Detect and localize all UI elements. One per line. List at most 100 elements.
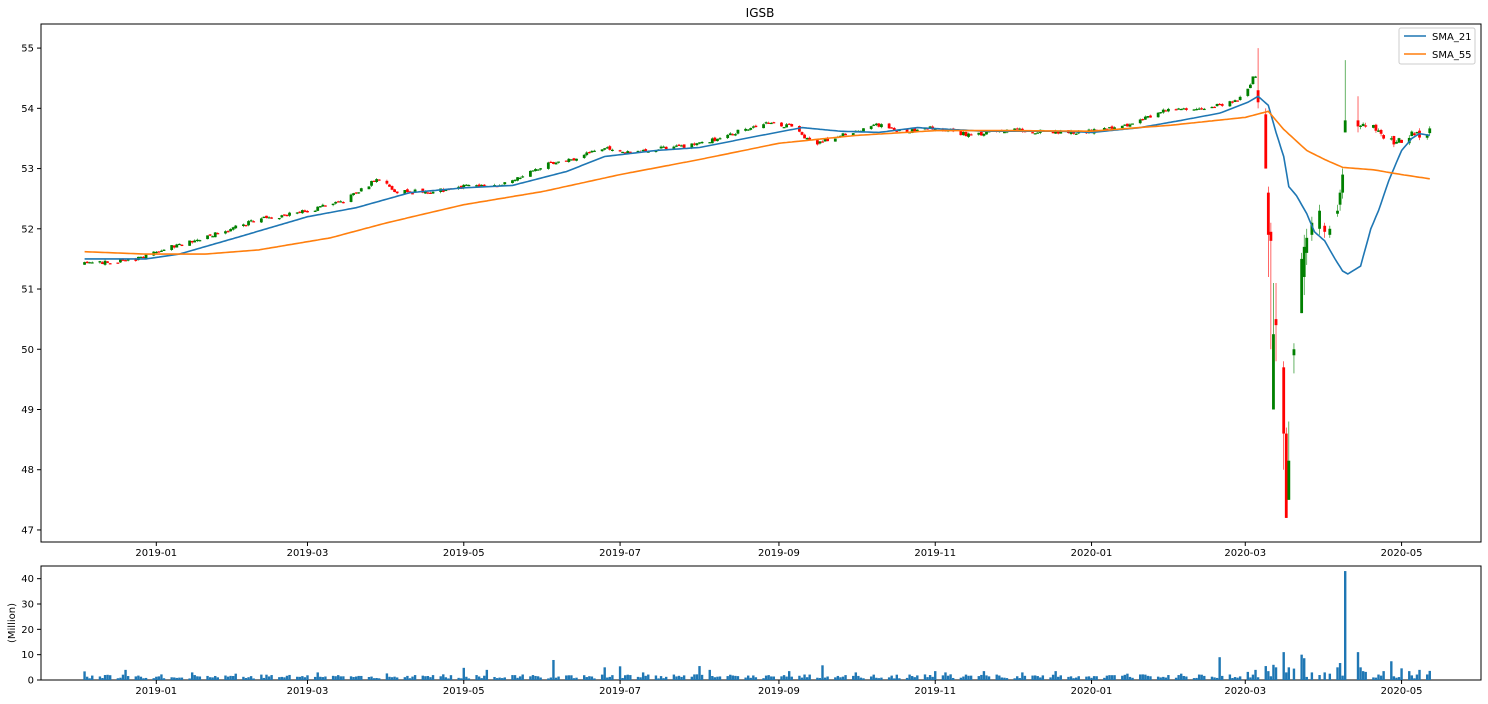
volume-bar (175, 677, 179, 680)
x-tick-label: 2019-03 (287, 548, 329, 559)
candle-body (1138, 119, 1142, 124)
candle (101, 261, 104, 265)
volume-bar (1272, 664, 1275, 680)
volume-bar (1005, 678, 1009, 680)
volume-bar (964, 674, 968, 680)
candle (1220, 103, 1224, 107)
candle (762, 123, 765, 129)
volume-bar (439, 676, 442, 680)
volume-bar (767, 675, 770, 680)
candle (818, 141, 822, 145)
volume-bar (700, 674, 704, 680)
volume-bar (208, 677, 212, 680)
candle-body (211, 236, 215, 238)
volume-bar (708, 669, 711, 680)
volume-bar (126, 676, 130, 680)
volume-bar (1144, 674, 1147, 680)
volume-bar (583, 675, 586, 680)
candle-body (1192, 109, 1196, 111)
volume-bar (531, 675, 535, 680)
candle-body (444, 189, 448, 192)
candle (608, 144, 612, 151)
candle-body (423, 191, 427, 194)
volume-bar (406, 675, 409, 680)
candle-body (1343, 120, 1347, 133)
volume-bar (826, 676, 829, 680)
candle-body (590, 150, 594, 153)
volume-bar (334, 676, 337, 680)
candle (967, 132, 970, 139)
candle-body (782, 127, 786, 129)
candle (1415, 131, 1419, 135)
candle (1228, 100, 1232, 107)
candle (695, 142, 699, 147)
volume-bar (675, 676, 678, 680)
candle (224, 230, 227, 235)
candle-body (564, 160, 568, 162)
candle-body (815, 140, 819, 145)
volume-bar (155, 676, 158, 680)
volume-bar (1141, 674, 1144, 680)
candle (1238, 95, 1242, 101)
volume-bar (480, 678, 483, 680)
candle (1400, 139, 1403, 144)
volume-bar (98, 676, 102, 680)
volume-bar (395, 677, 399, 680)
candle-body (1300, 258, 1304, 314)
candle-body (582, 154, 586, 158)
candle-body (872, 124, 876, 126)
candle (1246, 88, 1250, 98)
volume-bar (554, 677, 558, 680)
candle-body (769, 122, 773, 125)
candle-body (587, 152, 591, 154)
volume-bar (588, 676, 591, 680)
volume-bar (91, 675, 94, 680)
candle (1323, 222, 1327, 238)
candle (298, 211, 302, 214)
candle-body (962, 131, 965, 136)
candle-body (1395, 141, 1398, 144)
volume-bar (887, 677, 891, 680)
candle-body (731, 134, 735, 136)
candle (429, 191, 432, 194)
candle (252, 220, 256, 223)
candle-body (982, 133, 986, 136)
candle-body (83, 262, 86, 265)
candle (375, 178, 379, 184)
volume-bar (1359, 667, 1362, 680)
volume-bar (426, 675, 430, 680)
candle-body (464, 184, 468, 186)
volume-bar (908, 674, 911, 680)
candle (1231, 100, 1234, 104)
volume-bar (160, 674, 163, 680)
volume-bar (1167, 675, 1170, 680)
candle-body (331, 203, 335, 206)
candle-body (1328, 228, 1332, 235)
volume-bar (1410, 675, 1414, 680)
volume-bar (214, 675, 217, 680)
volume-bar (877, 678, 881, 680)
candle (1108, 127, 1111, 129)
volume-bar (785, 676, 788, 680)
volume-bar (821, 665, 824, 680)
candle-body (318, 206, 322, 208)
candle-body (144, 254, 148, 259)
candle (108, 263, 112, 265)
candle-body (708, 142, 712, 144)
volume-bar (483, 675, 486, 680)
candle-body (572, 158, 576, 161)
volume-bar (1113, 675, 1116, 680)
candle (1310, 216, 1314, 241)
volume-bar (173, 677, 176, 680)
volume-bar (639, 677, 642, 680)
candle (1361, 122, 1365, 127)
candle (1192, 108, 1196, 111)
candle-body (208, 234, 212, 236)
volume-bar (980, 674, 983, 680)
candle (139, 256, 143, 258)
candle-body (300, 210, 304, 214)
candle (516, 176, 519, 182)
volume-bar (1195, 677, 1198, 680)
volume-bar (1033, 675, 1037, 680)
candle (821, 140, 824, 143)
